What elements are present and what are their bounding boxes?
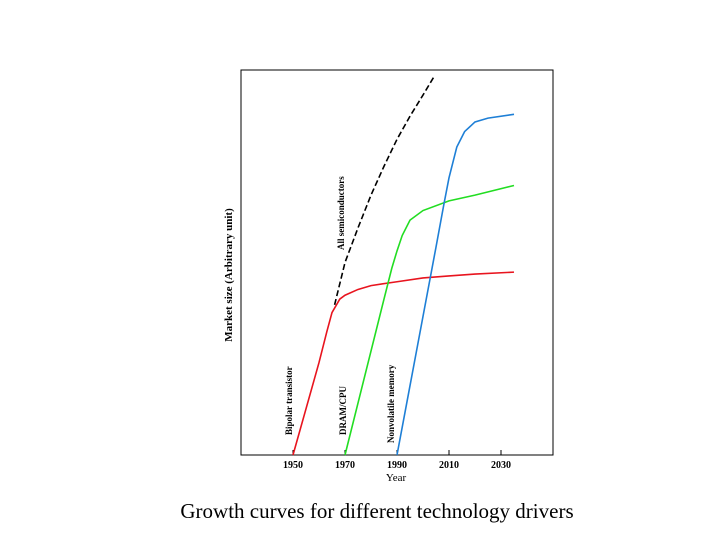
x-tick-label: 1990	[387, 460, 407, 471]
series-label: DRAM/CPU	[338, 386, 348, 435]
series-label: All semiconductors	[336, 176, 346, 250]
x-axis-label: Year	[386, 472, 407, 484]
chart-title: Growth curves for different technology d…	[180, 499, 573, 523]
x-tick-label: 1970	[335, 460, 355, 471]
series-line	[333, 77, 435, 306]
series-line	[344, 184, 515, 456]
x-tick-label: 1950	[283, 460, 303, 471]
series-label: Bipolar transistor	[284, 366, 294, 435]
x-tick-label: 2010	[439, 460, 459, 471]
series-line	[396, 113, 515, 456]
x-tick-label: 2030	[491, 460, 511, 471]
series-line	[292, 271, 515, 456]
series-label: Nonvolatile memory	[386, 364, 396, 443]
y-axis-label: Market size (Arbitrary unit)	[223, 208, 235, 342]
